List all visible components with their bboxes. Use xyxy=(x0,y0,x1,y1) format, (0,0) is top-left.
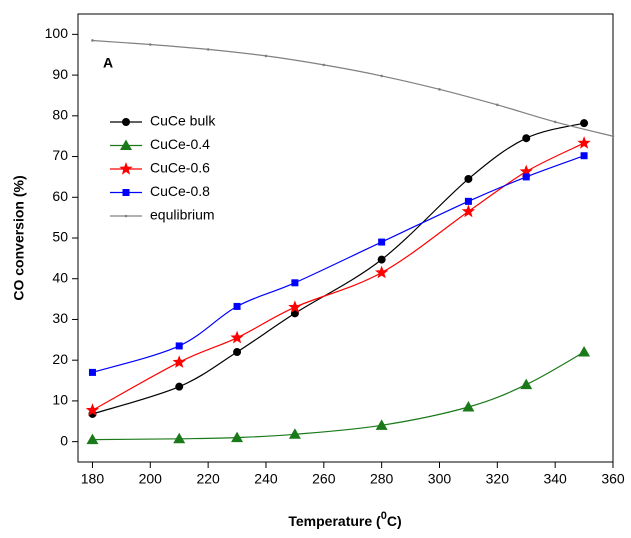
point xyxy=(522,173,530,181)
point xyxy=(291,279,299,287)
x-axis-label: Temperature (0C) xyxy=(288,510,401,529)
legend-marker xyxy=(124,214,128,218)
legend-marker xyxy=(119,162,133,175)
y-tick-label: 30 xyxy=(52,310,68,326)
y-tick-label: 90 xyxy=(52,66,68,82)
legend-label: equlibrium xyxy=(150,207,215,223)
point xyxy=(580,119,589,128)
point xyxy=(231,431,244,443)
x-tick-label: 360 xyxy=(601,471,625,487)
x-tick-label: 300 xyxy=(428,471,452,487)
point xyxy=(462,401,475,412)
point xyxy=(288,300,302,313)
x-tick-label: 220 xyxy=(196,471,220,487)
point xyxy=(172,355,186,368)
y-tick-label: 10 xyxy=(52,392,68,408)
point xyxy=(85,403,100,416)
x-axis-label-part: 0 xyxy=(381,510,387,522)
legend-marker xyxy=(122,118,130,126)
x-tick-label: 340 xyxy=(543,471,567,487)
point xyxy=(173,432,186,444)
point xyxy=(233,302,241,310)
series-line xyxy=(92,122,585,415)
point xyxy=(206,48,210,51)
series-line xyxy=(92,39,614,137)
point xyxy=(553,120,557,124)
point xyxy=(577,136,591,149)
point xyxy=(461,204,476,218)
series-line xyxy=(92,351,585,441)
point xyxy=(611,134,615,138)
point xyxy=(378,238,386,246)
point xyxy=(496,103,499,107)
panel-label: A xyxy=(103,55,113,71)
y-tick-label: 100 xyxy=(45,25,69,41)
point xyxy=(522,134,531,143)
point xyxy=(375,265,389,279)
point xyxy=(86,433,99,445)
point xyxy=(230,330,244,344)
point xyxy=(580,152,588,160)
legend-label: CuCe-0.4 xyxy=(150,136,210,152)
y-tick-label: 40 xyxy=(52,269,68,285)
point xyxy=(375,419,388,430)
x-tick-label: 200 xyxy=(139,471,163,487)
point xyxy=(520,378,533,390)
point xyxy=(464,197,472,205)
point xyxy=(519,164,533,178)
x-tick-label: 320 xyxy=(486,471,510,487)
x-axis-label-part: Temperature ( xyxy=(288,513,381,529)
y-tick-label: 20 xyxy=(52,351,68,367)
legend-label: CuCe bulk xyxy=(150,113,216,129)
legend-marker xyxy=(120,139,132,150)
point xyxy=(88,368,96,376)
point xyxy=(377,255,386,264)
point xyxy=(91,39,94,42)
legend-label: CuCe-0.6 xyxy=(150,160,210,176)
y-tick-label: 0 xyxy=(60,432,68,448)
y-tick-label: 80 xyxy=(52,107,68,123)
legend-label: CuCe-0.8 xyxy=(150,183,210,199)
point xyxy=(322,63,326,67)
y-tick-label: 70 xyxy=(52,147,68,163)
point xyxy=(464,174,473,183)
point xyxy=(288,428,301,439)
x-tick-label: 180 xyxy=(81,471,105,487)
point xyxy=(175,342,183,350)
x-tick-label: 240 xyxy=(254,471,278,487)
y-tick-label: 60 xyxy=(52,188,68,204)
point xyxy=(264,54,268,58)
legend-marker xyxy=(122,189,130,196)
x-axis-label-part: C) xyxy=(387,513,402,529)
point xyxy=(148,43,152,46)
y-tick-label: 50 xyxy=(52,229,68,245)
x-tick-label: 280 xyxy=(370,471,394,487)
point xyxy=(380,74,383,78)
y-axis-label: CO conversion (%) xyxy=(11,175,27,300)
x-tick-label: 260 xyxy=(312,471,336,487)
point xyxy=(578,346,591,357)
point xyxy=(175,382,184,391)
point xyxy=(438,88,441,91)
point xyxy=(233,348,242,357)
